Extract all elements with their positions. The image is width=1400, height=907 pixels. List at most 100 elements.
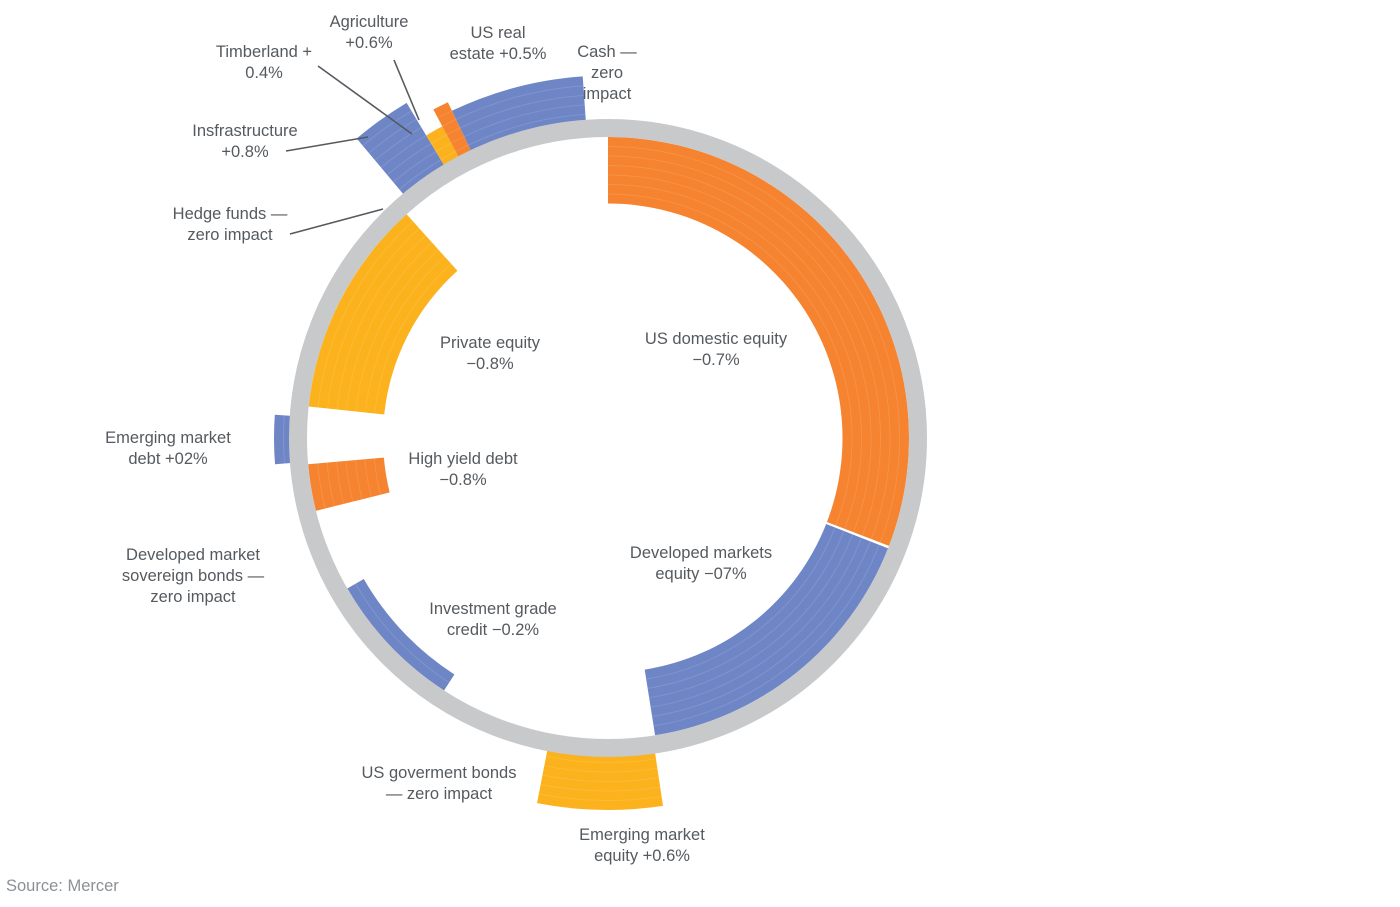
- investment-grade-credit-label: Investment grade credit −0.2%: [429, 600, 557, 639]
- timberland-label-line: 0.4%: [245, 64, 283, 82]
- developed-markets-equity-band-line: [652, 541, 871, 718]
- us-domestic-equity-band-line: [607, 155, 891, 540]
- us-government-bonds-label-line: US goverment bonds: [361, 764, 516, 782]
- high-yield-debt-band-line: [364, 459, 372, 498]
- agriculture-band-line: [437, 110, 453, 119]
- emerging-market-equity-bar-bands: [538, 756, 662, 801]
- us-government-bonds-label-line: — zero impact: [386, 785, 493, 803]
- high-yield-debt-band-line: [354, 460, 363, 500]
- high-yield-debt-band-line: [373, 458, 381, 495]
- private-equity-band-line: [317, 221, 414, 408]
- infrastructure-leader-line: [285, 136, 369, 152]
- developed-markets-equity-band-line: [646, 527, 836, 680]
- us-domestic-equity-band-line: [607, 174, 872, 533]
- emerging-market-equity-band-line: [544, 765, 658, 773]
- investment-grade-credit-label-line: Investment grade: [429, 600, 557, 618]
- us-domestic-equity-band-line: [607, 184, 862, 530]
- timberland-leader-line: [317, 65, 413, 135]
- bars-layer: [273, 76, 910, 811]
- agriculture-bar-bands: [437, 110, 469, 152]
- high-yield-debt-label: High yield debt −0.8%: [408, 450, 518, 489]
- us-real-estate-label: US real estate +0.5%: [450, 24, 547, 63]
- private-equity-band-line: [364, 256, 446, 413]
- infrastructure-band-line: [374, 126, 422, 161]
- cash-label-line: impact: [583, 85, 632, 103]
- agriculture-bar: [433, 102, 473, 160]
- developed-market-sovereign-bonds-label-line: Developed market: [126, 546, 260, 564]
- developed-markets-equity-label-line: Developed markets: [630, 544, 772, 562]
- infrastructure-bar-bands: [362, 110, 442, 190]
- high-yield-debt-band-line: [317, 463, 326, 509]
- emerging-market-equity-label: Emerging market equity +0.6%: [579, 826, 705, 865]
- investment-grade-credit-bar-bands: [355, 583, 450, 683]
- timberland-band-line: [430, 134, 447, 144]
- timberland-bar-bands: [430, 134, 456, 161]
- us-real-estate-label-line: US real: [470, 24, 525, 42]
- us-real-estate-bar: [451, 76, 587, 154]
- emerging-market-debt-label: Emerging market debt +02%: [105, 429, 231, 468]
- investment-grade-credit-band-line: [355, 583, 450, 683]
- developed-markets-equity-bar: [644, 523, 889, 736]
- agriculture-band-line: [446, 127, 461, 136]
- agriculture-label: Agriculture +0.6%: [330, 13, 409, 52]
- labels-layer: US domestic equity −0.7%Developed markets…: [105, 13, 788, 865]
- developed-market-sovereign-bonds-label-line: zero impact: [150, 588, 236, 606]
- infrastructure-bar: [356, 102, 446, 197]
- emerging-market-debt-bar-bands: [283, 415, 285, 464]
- cash-label: Cash — zero impact: [577, 43, 637, 103]
- agriculture-leader-line: [393, 59, 420, 121]
- base-ring: [289, 119, 927, 757]
- private-equity-band-line: [345, 242, 433, 411]
- hedge-funds-label-line: Hedge funds —: [173, 205, 288, 223]
- infrastructure-band-line: [386, 143, 432, 176]
- private-equity-band-line: [355, 249, 439, 412]
- emerging-market-equity-band-line: [545, 756, 657, 763]
- us-domestic-equity-bar: [608, 137, 910, 546]
- agriculture-label-line: Agriculture: [330, 13, 409, 31]
- infrastructure-label-line: +0.8%: [221, 143, 269, 161]
- developed-markets-equity-label-line: equity −07%: [655, 565, 747, 583]
- agriculture-band-line: [450, 136, 465, 144]
- us-real-estate-band-line: [463, 104, 585, 137]
- private-equity-band-line: [336, 235, 426, 410]
- private-equity-bar-bands: [317, 221, 452, 414]
- us-domestic-equity-label-line: US domestic equity: [645, 330, 788, 348]
- infrastructure-label-line: Insfrastructure: [192, 122, 297, 140]
- timberland-label: Timberland + 0.4%: [216, 43, 312, 82]
- timberland-band-line: [440, 151, 456, 161]
- us-domestic-equity-band-line: [607, 165, 881, 536]
- infrastructure-label: Insfrastructure +0.8%: [192, 122, 297, 161]
- us-domestic-equity-band-line: [607, 146, 900, 543]
- private-equity-label: Private equity −0.8%: [440, 334, 541, 373]
- leader-lines: [285, 59, 420, 235]
- us-real-estate-bar-bands: [455, 85, 586, 146]
- private-equity-label-line: −0.8%: [466, 355, 514, 373]
- developed-markets-equity-label: Developed markets equity −07%: [630, 544, 772, 583]
- emerging-market-equity-label-line: equity +0.6%: [594, 847, 690, 865]
- developed-markets-equity-bar-bands: [646, 527, 880, 727]
- hedge-funds-label-line: zero impact: [187, 226, 273, 244]
- emerging-market-equity-band-line: [538, 793, 662, 801]
- timberland-label-line: Timberland +: [216, 43, 312, 61]
- us-domestic-equity-band-line: [607, 193, 853, 526]
- cash-label-line: zero: [591, 64, 623, 82]
- agriculture-label-line: +0.6%: [345, 34, 393, 52]
- cash-label-line: Cash —: [577, 43, 637, 61]
- developed-market-sovereign-bonds-label-line: sovereign bonds —: [122, 567, 265, 585]
- high-yield-debt-band-line: [345, 460, 354, 502]
- developed-markets-equity-band-line: [647, 530, 845, 689]
- high-yield-debt-label-line: −0.8%: [439, 471, 487, 489]
- hedge-funds-leader-line: [289, 208, 384, 235]
- private-equity-label-line: Private equity: [440, 334, 541, 352]
- us-domestic-equity-label: US domestic equity −0.7%: [645, 330, 788, 369]
- infrastructure-band-line: [399, 159, 442, 190]
- infrastructure-band-line: [380, 134, 427, 168]
- us-domestic-equity-bar-bands: [607, 146, 900, 543]
- timberland-band-line: [435, 142, 452, 153]
- us-domestic-equity-label-line: −0.7%: [692, 351, 740, 369]
- us-real-estate-band-line: [468, 113, 586, 146]
- us-real-estate-band-line: [455, 85, 584, 120]
- hedge-funds-label: Hedge funds — zero impact: [173, 205, 288, 244]
- us-real-estate-label-line: estate +0.5%: [450, 45, 547, 63]
